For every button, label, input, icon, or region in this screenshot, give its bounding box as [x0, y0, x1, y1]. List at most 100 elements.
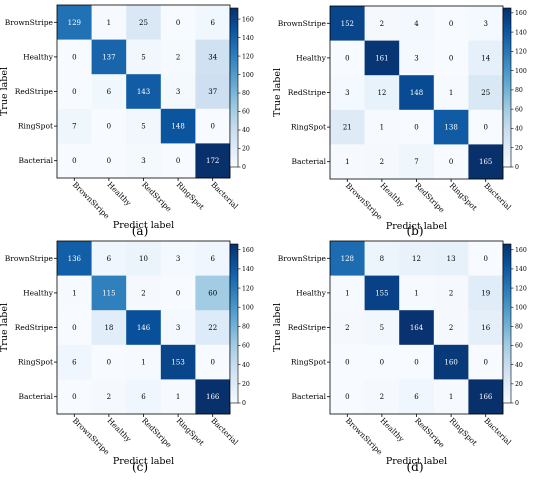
matrix-cell [195, 379, 231, 415]
matrix-cell [330, 144, 365, 180]
colorbar-tick-label: 60 [515, 343, 523, 350]
matrix-cell [399, 310, 435, 346]
matrix-cell [468, 40, 504, 76]
colorbar-tick-label: 0 [515, 164, 519, 171]
cell-value-label: 2 [141, 289, 145, 297]
colorbar-tick-label: 120 [242, 53, 254, 60]
matrix-cell [468, 241, 504, 276]
x-tick-label: Bacterial [482, 416, 513, 447]
x-tick-label: RedStripe [140, 416, 174, 450]
cell-value-label: 1 [345, 289, 349, 297]
panel-caption: (a) [132, 224, 149, 238]
cell-value-label: 2 [107, 393, 111, 401]
y-tick-label: BrownStripe [5, 18, 54, 27]
colorbar-tick-label: 160 [242, 16, 254, 23]
matrix-cell [330, 379, 365, 415]
colorbar-tick-label: 100 [242, 72, 254, 79]
confusion-matrix-panel-c: 136 6 10 3 61 115 2 0 600 18 146 3 226 0 1 153 00 2 6 1 166B… [0, 240, 254, 474]
matrix-cell [468, 144, 504, 180]
cell-value-label: 2 [380, 158, 384, 166]
matrix-cell [330, 6, 365, 41]
colorbar-tick-label: 60 [242, 343, 250, 350]
matrix-cell [91, 74, 127, 110]
colorbar-tick-label: 140 [242, 35, 254, 42]
cell-value-label: 3 [414, 54, 418, 62]
x-tick-label: RingSpot [175, 180, 206, 211]
cell-value-label: 1 [449, 89, 453, 97]
cell-value-label: 0 [345, 54, 349, 62]
cell-value-label: 3 [176, 88, 180, 96]
cell-value-label: 13 [447, 255, 456, 263]
matrix-cell [195, 310, 231, 346]
cell-value-label: 7 [72, 123, 76, 131]
matrix-cell [330, 40, 365, 76]
cell-value-label: 2 [449, 324, 453, 332]
matrix-cell [433, 241, 469, 276]
matrix-cell [330, 241, 365, 276]
cell-value-label: 0 [72, 157, 76, 165]
x-tick-label: Healthy [378, 416, 406, 444]
cell-value-label: 155 [375, 289, 388, 297]
cell-value-label: 6 [107, 88, 112, 96]
y-tick-label: RedStripe [288, 323, 327, 332]
x-tick-label: Bacterial [209, 180, 240, 211]
cell-value-label: 2 [449, 289, 453, 297]
x-axis-label: Predict label [113, 220, 174, 231]
x-tick-label: RedStripe [413, 181, 447, 215]
matrix-cell [399, 241, 435, 276]
panel-caption: (c) [132, 460, 148, 474]
confusion-matrix-panel-d: 128 8 12 13 01 155 1 2 192 5 164 2 160 0 0 160 00 2 6 1 166B… [272, 240, 527, 474]
cell-value-label: 0 [72, 53, 76, 61]
cell-value-label: 19 [481, 289, 490, 297]
colorbar-tick-label: 100 [242, 304, 254, 311]
matrix-cell [57, 310, 92, 346]
matrix-cell [433, 344, 469, 380]
cell-value-label: 0 [345, 359, 349, 367]
cell-value-label: 0 [210, 359, 214, 367]
y-tick-label: RingSpot [291, 123, 326, 132]
cell-value-label: 138 [444, 124, 457, 132]
cell-value-label: 2 [345, 324, 349, 332]
y-tick-label: RingSpot [291, 358, 326, 367]
matrix-cell [364, 241, 400, 276]
colorbar-tick-label: 0 [242, 400, 246, 407]
matrix-cell [91, 5, 127, 40]
cell-value-label: 0 [72, 88, 76, 96]
matrix-cell [364, 40, 400, 76]
matrix-cell [195, 241, 231, 276]
cell-value-label: 4 [414, 20, 419, 28]
matrix-cell [364, 109, 400, 145]
cell-value-label: 165 [479, 158, 492, 166]
cell-value-label: 2 [176, 53, 180, 61]
cell-value-label: 16 [481, 324, 490, 332]
matrix-cell [57, 241, 92, 276]
colorbar [229, 7, 239, 168]
colorbar-tick-label: 0 [515, 400, 519, 407]
cell-value-label: 1 [380, 124, 384, 132]
matrix-cell [126, 74, 162, 110]
matrix-cell [468, 344, 504, 380]
y-axis-label: True label [272, 303, 283, 352]
colorbar-tick-label: 20 [242, 381, 250, 388]
matrix-cell [399, 40, 435, 76]
colorbar-tick-label: 160 [242, 247, 254, 254]
matrix-cell [57, 39, 92, 75]
cell-value-label: 153 [171, 359, 184, 367]
colorbar-tick-label: 160 [515, 247, 527, 254]
colorbar-tick-label: 120 [242, 285, 254, 292]
cell-value-label: 6 [210, 19, 215, 27]
cell-value-label: 5 [141, 123, 145, 131]
y-tick-label: BrownStripe [278, 254, 327, 263]
matrix-cell [126, 143, 162, 179]
y-tick-label: Healthy [296, 53, 327, 62]
matrix-cell [399, 6, 435, 41]
colorbar-tick-label: 40 [242, 127, 250, 134]
cell-value-label: 1 [176, 393, 180, 401]
y-tick-label: Bacterial [19, 392, 54, 401]
matrix-cell [160, 241, 196, 276]
y-tick-label: RedStripe [15, 87, 54, 96]
matrix-cell [468, 109, 504, 145]
matrix-cell [468, 275, 504, 311]
cell-value-label: 1 [72, 289, 76, 297]
cell-value-label: 0 [107, 157, 111, 165]
